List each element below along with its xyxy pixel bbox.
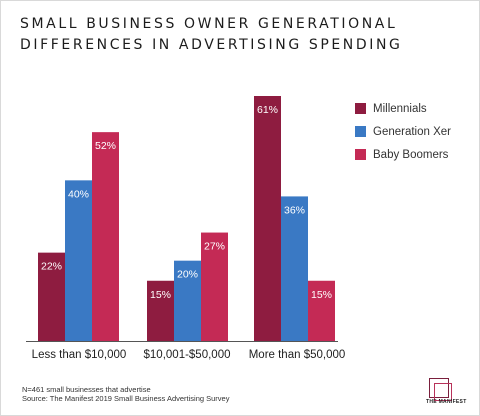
- logo-text: THE MANIFEST: [426, 399, 467, 405]
- data-label: 22%: [41, 261, 62, 273]
- legend-item: Millennials: [355, 97, 451, 120]
- bar-millennials-1: [147, 280, 174, 341]
- bar-millennials-0: [38, 252, 65, 341]
- legend-swatch: [355, 103, 366, 114]
- bar-baby-boomers-2: [308, 280, 335, 341]
- data-label: 36%: [284, 204, 305, 216]
- logo-square-inner: [434, 383, 452, 401]
- title-line-2: DIFFERENCES IN ADVERTISING SPENDING: [20, 37, 403, 53]
- logo-square-outer: [429, 378, 449, 398]
- legend-label: Generation Xer: [373, 125, 451, 138]
- title-line-1: SMALL BUSINESS OWNER GENERATIONAL: [20, 16, 398, 32]
- data-label: 40%: [68, 188, 89, 200]
- data-label: 15%: [150, 289, 171, 301]
- bar-baby-boomers-0: [92, 132, 119, 341]
- data-label: 20%: [177, 269, 198, 281]
- x-tick-label: Less than $10,000: [32, 349, 127, 361]
- data-label: 27%: [204, 241, 225, 253]
- chart-title: SMALL BUSINESS OWNER GENERATIONAL DIFFER…: [20, 14, 403, 56]
- bar-millennials-2: [254, 96, 281, 341]
- legend-label: Baby Boomers: [373, 148, 449, 161]
- legend-item: Baby Boomers: [355, 143, 451, 166]
- legend: Millennials Generation Xer Baby Boomers: [355, 97, 451, 166]
- data-label: 52%: [95, 140, 116, 152]
- legend-label: Millennials: [373, 102, 427, 115]
- manifest-logo: THE MANIFEST: [426, 378, 466, 408]
- x-tick-label: More than $50,000: [249, 349, 346, 361]
- footer: N=461 small businesses that advertise So…: [22, 385, 229, 403]
- x-tick-label: $10,001-$50,000: [144, 349, 231, 361]
- legend-item: Generation Xer: [355, 120, 451, 143]
- bar-generation-xer-0: [65, 180, 92, 341]
- legend-swatch: [355, 126, 366, 137]
- bar-generation-xer-1: [174, 260, 201, 341]
- sample-note: N=461 small businesses that advertise: [22, 385, 151, 394]
- source-note: Source: The Manifest 2019 Small Business…: [22, 394, 230, 403]
- legend-swatch: [355, 149, 366, 160]
- bar-baby-boomers-1: [201, 232, 228, 341]
- data-label: 61%: [257, 104, 278, 116]
- data-label: 15%: [311, 289, 332, 301]
- bar-generation-xer-2: [281, 196, 308, 341]
